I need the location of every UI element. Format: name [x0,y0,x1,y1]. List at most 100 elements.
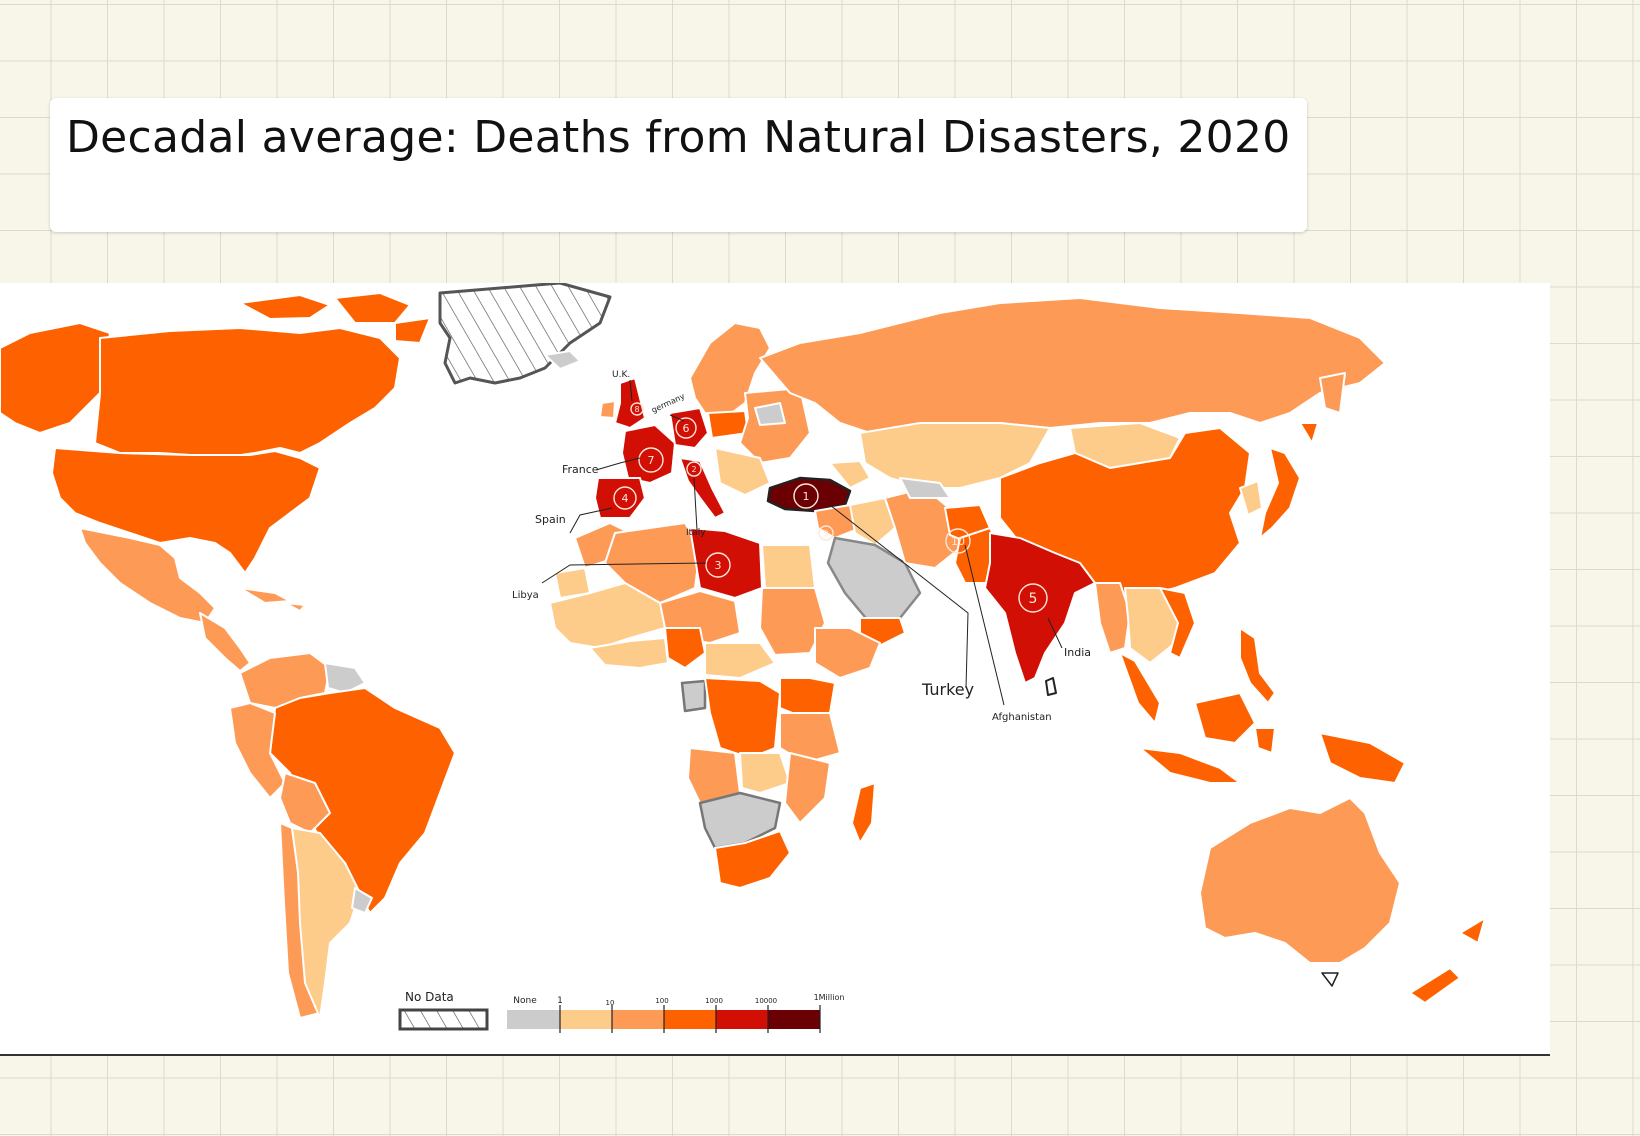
italy [679,457,726,519]
label-libya: Libya [512,590,539,601]
rank-circle-10 [945,528,971,554]
vietnam [1159,587,1196,659]
rank-circle-6 [675,417,697,439]
namibia-botswana [698,791,782,850]
mozambique [784,752,831,824]
legend-tick-10: 10 [606,999,615,1007]
rank-number-8: 8 [634,405,639,414]
label-afghanistan: Afghanistan [992,712,1052,723]
rank-circle-8 [630,402,644,416]
scandinavia [689,322,771,419]
levant [814,504,861,539]
france [621,424,676,484]
new-guinea [1319,732,1406,784]
tasmania [1321,972,1339,987]
argentina [291,827,361,1019]
legend-tick-none: None [513,996,537,1006]
philippines [1239,627,1276,704]
malay-peninsula [1119,652,1161,724]
map-baseline [0,1054,1550,1056]
legend-tick-1million: 1Million [814,993,845,1002]
kamchatka [1319,372,1346,414]
callout-lines [541,379,1063,706]
australia [1199,797,1401,964]
uk [614,377,646,429]
sri-lanka [1045,677,1057,696]
central-america [199,612,251,672]
mexico [79,527,216,624]
legend-swatch-100-1000 [664,1010,716,1029]
spain [594,477,646,519]
label-turkey: Turkey [921,680,974,699]
legend-swatch-10000-1m [768,1010,820,1029]
legend-swatch-1-10 [560,1010,612,1029]
rank-number-2: 2 [691,465,696,474]
rank-circle-2 [686,461,702,477]
iraq [849,497,896,546]
russia [759,297,1386,434]
rank-number-9: 9 [823,529,828,538]
nigeria [664,627,706,669]
alaska [0,322,111,434]
rank-circle-7 [638,447,664,473]
world-map: 1 2 3 4 5 6 7 8 9 10 U.K. germany [0,283,1486,1033]
rank-markers [613,402,1048,613]
tanzania [779,712,841,764]
zambia [739,752,791,794]
turkmenistan [899,477,951,499]
sudan [759,587,826,656]
label-spain: Spain [535,513,566,526]
canada-islands [239,292,431,344]
japan [1259,422,1319,539]
ethiopia [814,627,881,679]
legend-swatch-1000-10000 [716,1010,768,1029]
ireland [599,400,616,419]
usa [51,447,321,574]
uruguay [351,887,373,914]
gabon [680,679,707,713]
germany [669,407,709,449]
legend-no-data-label: No Data [405,990,454,1004]
gulf-of-guinea [589,637,669,669]
canada [94,327,401,459]
central-africa [704,642,776,679]
legend-swatch-10-100 [612,1010,664,1029]
egypt [761,544,816,589]
rank-number-3: 3 [715,559,722,572]
madagascar [851,782,876,844]
map-panel: 1 2 3 4 5 6 7 8 9 10 U.K. germany [0,283,1550,1055]
rank-circle-3 [705,552,731,578]
legend-tick-10000: 10000 [755,997,777,1005]
west-africa [549,582,666,649]
guianas [324,662,366,694]
iceland [544,350,581,370]
rank-circle-4 [613,486,637,510]
rank-number-10: 10 [951,535,965,548]
rank-circle-5 [1018,583,1048,613]
new-zealand [1409,917,1486,1004]
korea [1239,480,1263,516]
rank-number-4: 4 [622,492,629,505]
rank-circle-1 [793,483,819,509]
legend-ticks [559,1005,821,1033]
greenland [438,283,612,385]
label-italy: Italy [686,528,706,538]
legend-tick-100: 100 [655,997,668,1005]
legend-swatch-none [507,1010,560,1029]
eastern-europe [739,387,811,464]
label-france: France [562,463,599,476]
myanmar [1094,582,1131,654]
label-india: India [1064,646,1091,659]
caucasus [829,460,871,489]
legend-tick-1000: 1000 [705,997,723,1005]
legend-no-data-swatch [398,1008,489,1031]
belarus [754,402,786,426]
drc [704,677,781,759]
title-card: Decadal average: Deaths from Natural Dis… [50,98,1307,232]
india [984,532,1096,684]
rank-number-1: 1 [803,490,810,503]
south-africa [714,830,791,889]
balkans [714,447,771,496]
rank-number-7: 7 [648,454,655,467]
rank-number-6: 6 [683,422,690,435]
